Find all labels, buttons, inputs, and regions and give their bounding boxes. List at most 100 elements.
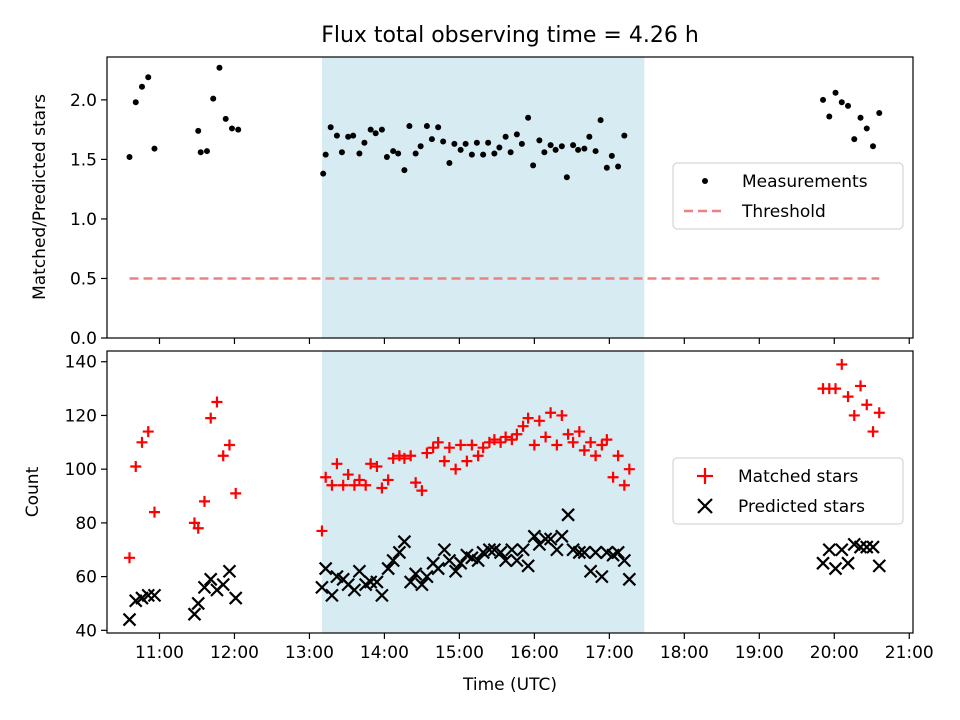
- matched-star-point: [348, 479, 360, 491]
- measurement-point: [367, 126, 374, 133]
- predicted-star-point: [352, 564, 367, 579]
- matched-star-point: [517, 420, 529, 432]
- matched-star-point: [540, 431, 552, 443]
- matched-star-point: [488, 434, 500, 446]
- measurement-point: [518, 140, 525, 147]
- legend-matched-swatch: [697, 468, 713, 484]
- predicted-star-point: [191, 596, 205, 611]
- measurement-point: [361, 139, 368, 146]
- bottom-plot-frame: [106, 350, 914, 634]
- measurement-point: [417, 143, 424, 150]
- matched-star-point: [371, 460, 383, 472]
- predicted-star-point: [448, 564, 463, 579]
- matched-star-point: [578, 444, 590, 456]
- measurement-point: [558, 143, 565, 150]
- matched-star-point: [867, 426, 879, 438]
- predicted-star-point: [363, 575, 378, 589]
- measurement-point: [525, 114, 532, 121]
- predicted-star-point: [521, 559, 535, 573]
- matched-star-point: [472, 450, 484, 462]
- predicted-star-point: [397, 534, 412, 549]
- matched-star-point: [421, 447, 433, 459]
- predicted-star-point: [141, 588, 156, 603]
- y-tick-label: 80: [75, 514, 97, 534]
- predicted-star-point: [347, 583, 362, 597]
- y-tick-label: 100: [65, 460, 97, 480]
- predicted-star-point: [561, 508, 575, 522]
- measurement-point: [592, 148, 599, 155]
- predicted-star-point: [375, 588, 389, 603]
- measurement-point: [457, 146, 464, 153]
- top-shaded-interval: [321, 57, 645, 338]
- predicted-star-point: [370, 575, 384, 589]
- matched-star-point: [320, 471, 332, 483]
- bottom-y-axis-label: Count: [23, 466, 43, 517]
- predicted-star-point: [834, 542, 849, 557]
- matched-star-point: [545, 407, 557, 419]
- matched-star-point: [556, 409, 568, 421]
- measurement-point: [621, 132, 628, 139]
- predicted-star-point: [381, 561, 395, 576]
- matched-star-point: [511, 428, 523, 440]
- measurement-point: [857, 114, 864, 121]
- predicted-star-point: [222, 564, 237, 579]
- y-tick-label: 40: [75, 621, 97, 641]
- measurement-point: [412, 150, 419, 157]
- predicted-star-point: [538, 532, 553, 546]
- measurement-point: [126, 154, 133, 161]
- predicted-star-point: [617, 553, 632, 568]
- measurement-point: [390, 148, 397, 155]
- bottom-legend-box: [672, 457, 904, 525]
- measurement-point: [513, 131, 520, 138]
- matched-star-point: [495, 436, 507, 448]
- predicted-star-point: [482, 542, 497, 557]
- measurement-point: [372, 130, 379, 137]
- matched-star-point: [830, 383, 842, 395]
- measurement-point: [435, 124, 442, 131]
- measurement-point: [502, 133, 509, 140]
- matched-star-point: [623, 463, 635, 475]
- matched-star-point: [192, 522, 204, 534]
- matched-star-point: [836, 358, 848, 370]
- matched-star-point: [500, 431, 512, 443]
- matched-star-point: [360, 479, 372, 491]
- measurement-point: [575, 146, 582, 153]
- matched-star-point: [405, 450, 417, 462]
- matched-star-point: [861, 399, 873, 411]
- predicted-star-point: [325, 588, 339, 603]
- x-tick-label: 14:00: [360, 643, 409, 663]
- measurement-point: [356, 150, 363, 157]
- matched-star-point: [573, 426, 585, 438]
- legend-measurements-swatch: [702, 178, 708, 184]
- matched-star-point: [562, 428, 574, 440]
- predicted-star-point: [841, 556, 855, 570]
- y-tick-label: 140: [65, 353, 97, 373]
- predicted-star-point: [516, 542, 530, 557]
- matched-star-point: [533, 415, 545, 427]
- y-tick-label: 1.5: [70, 150, 97, 170]
- matched-star-point: [331, 458, 343, 470]
- matched-star-point: [130, 460, 142, 472]
- bottom-count-points: [122, 358, 887, 627]
- x-tick-label: 19:00: [735, 643, 784, 663]
- matched-star-point: [848, 409, 860, 421]
- matched-star-point: [142, 426, 154, 438]
- bottom-panel: 40 60 80 100 120 140 11:00 12:00 13:00 14:00 15:0…: [23, 350, 934, 695]
- matched-star-point: [466, 439, 478, 451]
- measurement-point: [530, 162, 537, 169]
- top-plot-frame: [106, 56, 914, 339]
- measurement-point: [541, 149, 548, 156]
- measurement-point: [496, 144, 503, 151]
- matched-star-point: [427, 442, 439, 454]
- predicted-star-point: [420, 569, 434, 584]
- measurement-point: [195, 127, 202, 134]
- matched-star-point: [365, 458, 377, 470]
- x-tick-label: 12:00: [210, 643, 259, 663]
- measurement-point: [406, 123, 413, 130]
- predicted-star-point: [622, 572, 637, 587]
- matched-star-point: [337, 479, 349, 491]
- measurement-point: [473, 139, 480, 146]
- measurement-point: [586, 133, 593, 140]
- predicted-star-point: [588, 545, 603, 560]
